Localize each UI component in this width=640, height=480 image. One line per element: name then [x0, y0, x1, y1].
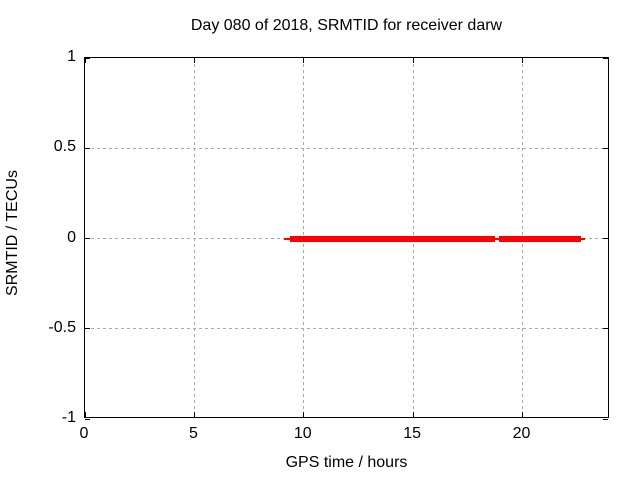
y-tick-right [603, 147, 608, 149]
x-tick-bottom [193, 412, 195, 417]
y-tick-label: -0.5 [48, 318, 76, 336]
y-tick-right [603, 328, 608, 330]
horizontal-gridline [85, 328, 608, 330]
x-tick-bottom [522, 412, 523, 417]
y-tick-left [85, 328, 90, 330]
x-axis-label: GPS time / hours [285, 454, 408, 471]
x-tick-top [193, 58, 195, 63]
x-tick-top [84, 58, 86, 63]
y-tick-right [603, 238, 608, 239]
y-tick-left [85, 418, 90, 420]
vertical-gridline [193, 58, 195, 417]
series-thick-segment [289, 235, 496, 242]
plot-area [84, 57, 609, 420]
x-tick-label: 20 [512, 425, 531, 442]
y-tick-right [603, 418, 608, 420]
x-tick-label: 15 [403, 425, 421, 442]
y-tick-label: 1 [67, 48, 76, 65]
x-tick-label: 0 [79, 425, 89, 442]
y-tick-label: -1 [61, 409, 76, 426]
x-tick-top [522, 58, 523, 63]
y-tick-left [85, 57, 90, 59]
chart-title: Day 080 of 2018, SRMTID for receiver dar… [190, 17, 503, 34]
y-tick-left [85, 238, 90, 239]
x-tick-bottom [84, 412, 86, 417]
x-tick-label: 5 [188, 425, 198, 442]
y-tick-left [85, 147, 90, 149]
x-tick-bottom [412, 412, 414, 417]
x-tick-top [303, 58, 305, 63]
x-tick-label: 10 [293, 425, 312, 442]
series-thick-segment [499, 235, 581, 242]
y-tick-right [603, 57, 608, 59]
y-tick-label: 0.5 [53, 138, 76, 156]
x-tick-bottom [303, 412, 305, 417]
y-tick-label: 0 [67, 228, 76, 246]
x-tick-top [412, 58, 414, 63]
horizontal-gridline [85, 147, 608, 149]
